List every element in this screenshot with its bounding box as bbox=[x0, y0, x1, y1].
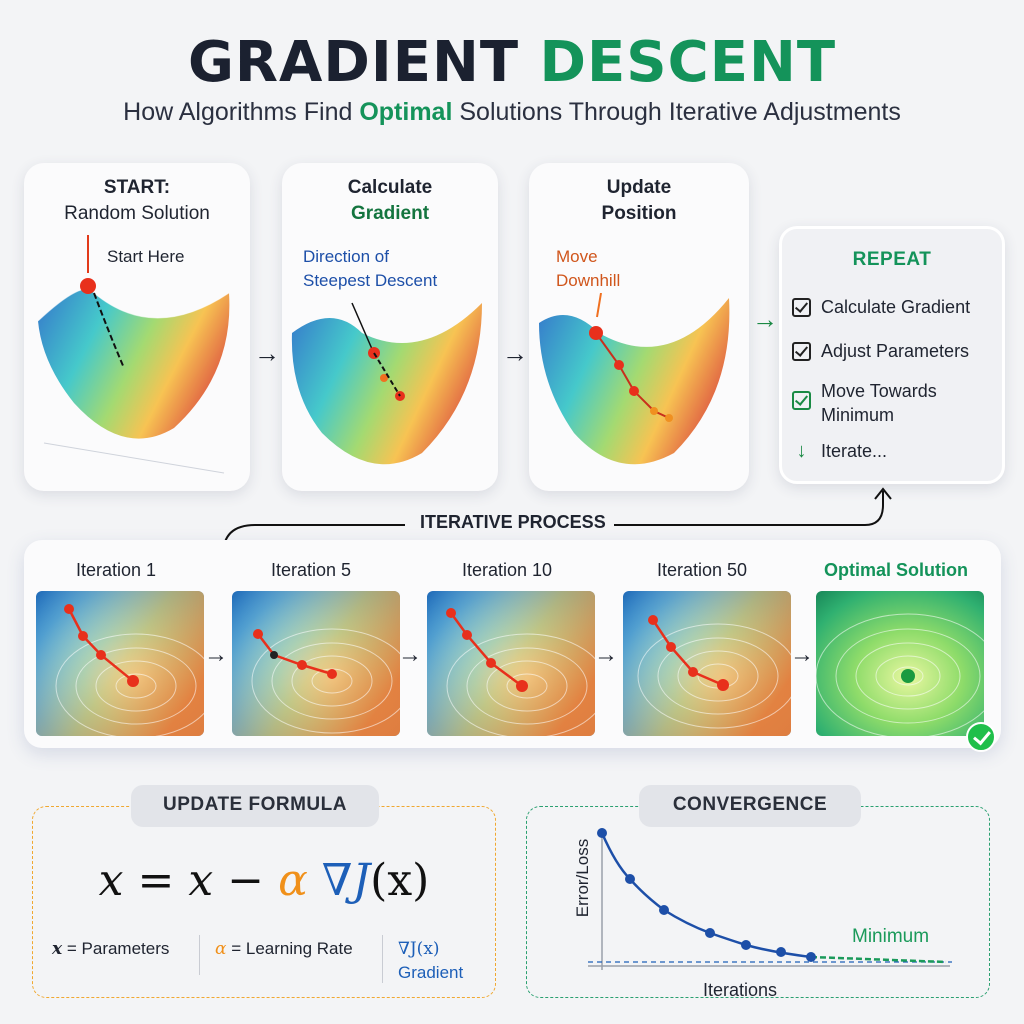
arrow-down-icon: ↓ bbox=[796, 440, 807, 462]
optimal-solution-label: Optimal Solution bbox=[824, 560, 968, 580]
step-card-gradient: Calculate Gradient Direction of Steepest… bbox=[282, 163, 498, 491]
convergence-chart bbox=[588, 828, 952, 970]
subtitle-accent: Optimal bbox=[359, 98, 453, 126]
repeat-item-label: Iterate... bbox=[821, 441, 888, 461]
arrow-right-icon: → bbox=[398, 641, 422, 668]
divider bbox=[382, 935, 383, 983]
arrow-right-icon: → bbox=[594, 641, 618, 668]
formula-arg: (x) bbox=[370, 855, 430, 906]
step-title-line1: Update bbox=[606, 177, 672, 198]
iterative-process-label: ITERATIVE PROCESS bbox=[412, 512, 614, 533]
repeat-item-label: Calculate Gradient bbox=[821, 297, 971, 317]
iteration-label: Iteration 50 bbox=[656, 560, 748, 580]
formula-j: J bbox=[352, 855, 371, 906]
note-line2: Steepest Descent bbox=[303, 271, 438, 290]
repeat-title: REPEAT bbox=[852, 249, 932, 270]
formula-eq: = bbox=[137, 855, 175, 906]
checkbox-icon bbox=[792, 298, 811, 317]
start-here-note: Start Here bbox=[107, 247, 185, 266]
legend-learning-rate: α = Learning Rate bbox=[215, 937, 353, 961]
contour-plot-optimal bbox=[816, 591, 984, 736]
update-formula: x = x − α ∇J(x) bbox=[32, 855, 496, 906]
formula-x: x bbox=[98, 855, 124, 906]
page-title: GRADIENT DESCENT bbox=[0, 30, 1024, 95]
subtitle-pre: How Algorithms Find bbox=[123, 98, 353, 126]
step-title: START: Random Solution bbox=[24, 175, 250, 227]
note-line1: Direction of bbox=[303, 247, 389, 266]
step-title: Update Position bbox=[529, 175, 749, 227]
update-formula-header: UPDATE FORMULA bbox=[131, 785, 379, 827]
checkbox-green-icon bbox=[792, 391, 811, 410]
step-title: Calculate Gradient bbox=[282, 175, 498, 227]
divider bbox=[199, 935, 200, 975]
step-title-line1: Calculate bbox=[347, 177, 433, 198]
formula-x: x bbox=[188, 855, 214, 906]
legend-gradient: ∇J(x) Gradient bbox=[398, 937, 463, 985]
arrow-right-icon: → bbox=[790, 641, 814, 668]
repeat-item: Adjust Parameters bbox=[792, 339, 969, 363]
legend-alpha-symbol: α bbox=[215, 939, 227, 959]
note-line2: Downhill bbox=[556, 271, 621, 290]
minimum-label: Minimum bbox=[852, 926, 930, 947]
repeat-item: Calculate Gradient bbox=[792, 295, 970, 319]
steepest-descent-note: Direction of Steepest Descent bbox=[303, 245, 437, 293]
label-line2: Minimum bbox=[821, 405, 895, 425]
subtitle-post: Solutions Through Iterative Adjustments bbox=[459, 98, 901, 126]
y-axis-label: Error/Loss bbox=[573, 838, 592, 918]
label-line1: Move Towards bbox=[821, 381, 937, 401]
step-title-line2: Gradient bbox=[350, 203, 430, 224]
loss-surface-icon bbox=[539, 293, 730, 465]
title-gradient: GRADIENT bbox=[187, 30, 520, 95]
legend-alpha-desc: = Learning Rate bbox=[231, 939, 353, 958]
arrow-right-green-icon: → bbox=[752, 304, 778, 334]
legend-x-symbol: x bbox=[52, 939, 63, 959]
repeat-item: ↓ Iterate... bbox=[792, 439, 888, 463]
step-title-line1: START: bbox=[103, 177, 171, 198]
loss-surface-icon bbox=[291, 302, 482, 465]
legend-x-desc: = Parameters bbox=[66, 939, 170, 958]
iteration-label: Iteration 10 bbox=[461, 560, 553, 580]
convergence-header: CONVERGENCE bbox=[639, 785, 861, 827]
loss-surface-icon bbox=[37, 235, 230, 474]
contour-plot-iteration-5 bbox=[232, 591, 400, 736]
contour-plot-iteration-50 bbox=[623, 591, 791, 736]
legend-parameters: x = Parameters bbox=[52, 937, 169, 961]
arrow-right-icon: → bbox=[502, 338, 528, 368]
legend-gradient-desc: Gradient bbox=[398, 963, 464, 982]
step-title-line2: Position bbox=[601, 203, 677, 224]
checkbox-icon bbox=[792, 342, 811, 361]
formula-alpha: α bbox=[278, 855, 308, 906]
iteration-label: Iteration 5 bbox=[270, 560, 352, 580]
contour-plot-iteration-10 bbox=[427, 591, 595, 736]
page-subtitle: How Algorithms Find Optimal Solutions Th… bbox=[0, 98, 1024, 127]
repeat-item: Move Towards Minimum bbox=[792, 379, 937, 427]
x-axis-label: Iterations bbox=[702, 980, 778, 1000]
note-line1: Move bbox=[556, 247, 598, 266]
repeat-card: REPEAT Calculate Gradient Adjust Paramet… bbox=[779, 226, 1005, 484]
success-check-icon bbox=[966, 722, 996, 752]
contour-plot-iteration-1 bbox=[36, 591, 204, 736]
iteration-label: Iteration 1 bbox=[75, 560, 157, 580]
step-card-update: Update Position Move Downhill bbox=[529, 163, 749, 491]
move-downhill-note: Move Downhill bbox=[556, 245, 620, 293]
arrow-right-icon: → bbox=[254, 338, 280, 368]
step-title-line2: Random Solution bbox=[64, 203, 210, 224]
repeat-item-label: Adjust Parameters bbox=[821, 341, 970, 361]
title-descent: DESCENT bbox=[539, 30, 837, 95]
arrow-right-icon: → bbox=[204, 641, 228, 668]
formula-minus: − bbox=[227, 855, 265, 906]
formula-nabla: ∇ bbox=[321, 855, 353, 906]
step-card-start: START: Random Solution Start Here bbox=[24, 163, 250, 491]
repeat-item-label: Move Towards Minimum bbox=[821, 379, 937, 427]
legend-gradient-symbol: ∇J(x) bbox=[398, 939, 440, 959]
